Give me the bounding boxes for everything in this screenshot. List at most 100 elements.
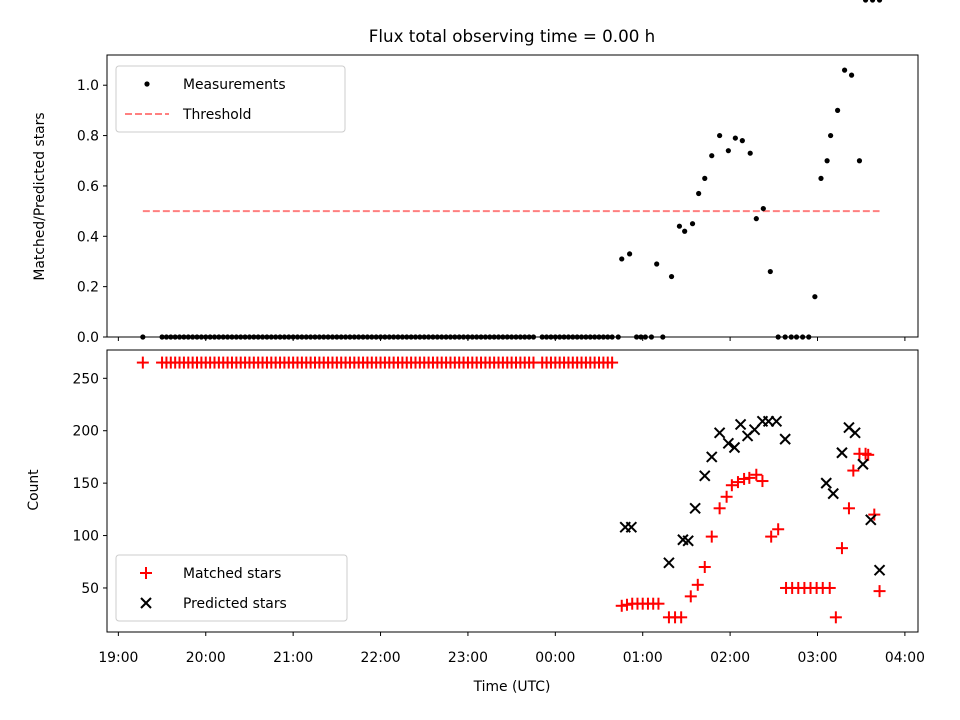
bottom-axes: 50 100 150 200 250 19:00 20:00 21:00 22:00 23:00 0… [72,349,925,666]
top-panel: 0.0 0.2 0.4 0.6 0.8 1.0 Matched/Predicted sta… [32,0,919,346]
matched-star-point [731,476,744,489]
matched-star-point [859,447,872,460]
measurement-point [869,0,876,3]
measurement-point [835,107,841,113]
predicted-star-point [689,502,701,515]
top-y-tick-label: 1.0 [77,78,99,94]
predicted-star-point [820,477,832,489]
measurement-point [696,190,702,197]
measurement-point [812,294,818,300]
matched-star-point [750,468,763,481]
x-tick-label: 03:00 [797,650,837,666]
measurement-point [856,158,863,164]
legend-matched-marker [140,567,152,579]
measurement-point [848,72,855,78]
x-tick-label: 23:00 [448,650,488,666]
x-tick-label: 02:00 [710,650,750,666]
legend-threshold-label: Threshold [182,107,251,123]
matched-star-point [725,479,738,492]
x-axis-label: Time (UTC) [473,679,551,695]
matched-star-point [620,598,633,611]
matched-star-point [652,597,665,610]
matched-star-point [684,590,697,603]
top-y-tick-label: 0.8 [77,129,99,145]
top-y-axis-label: Matched/Predicted stars [32,112,48,280]
legend-predicted-marker [140,597,152,609]
predicted-star-point [849,427,861,439]
predicted-star-point [663,557,675,569]
x-tick-label: 22:00 [361,650,401,666]
x-tick-label: 01:00 [623,650,663,666]
matched-star-point [868,508,881,521]
predicted-star-point [873,564,886,576]
measurement-point [732,135,738,141]
predicted-star-point [699,470,711,482]
top-axes-frame [106,54,919,338]
legend-matched-label: Matched stars [183,566,281,582]
bottom-panel: 50 100 150 200 250 19:00 20:00 21:00 22:00 23:00 0… [26,349,925,695]
measurement-point [818,175,824,181]
top-y-tick-label: 0.0 [77,330,99,346]
x-tick-label: 04:00 [885,650,925,666]
measurement-point [676,223,683,229]
measurement-point [709,153,715,159]
predicted-star-point [827,487,839,500]
top-y-tick-label: 0.2 [77,280,99,296]
matched-star-point [873,585,886,598]
predicted-star-point [865,514,877,526]
bottom-y-tick-label: 150 [72,476,99,492]
measurement-point [828,132,834,139]
legend-measurements-label: Measurements [183,77,286,93]
matched-star-point [606,356,619,369]
matched-star-point [691,578,704,591]
matched-star-point [675,611,688,624]
top-y-tick-label: 0.4 [77,229,99,245]
measurement-point [668,273,675,280]
measurement-point [862,0,869,3]
top-axes: 0.0 0.2 0.4 0.6 0.8 1.0 [77,54,919,346]
measurement-point [753,216,759,222]
measurement-point [702,175,708,181]
measurement-point [725,148,731,154]
bottom-y-tick-label: 200 [72,424,99,440]
predicted-star-point [722,437,735,450]
predicted-star-point [682,535,694,547]
matched-star-point [713,502,726,515]
matched-star-point [835,542,848,555]
matched-star-point [743,471,756,484]
predicted-star-point [836,447,848,459]
chart-title: Flux total observing time = 0.00 h [369,26,655,46]
measurement-point [747,150,753,156]
predicted-star-point [713,427,726,439]
x-tick-label: 00:00 [535,650,575,666]
matched-star-point [862,448,875,461]
measurement-point [824,158,830,164]
matched-star-point [705,530,718,543]
measurement-point [876,0,883,3]
top-y-tick-label: 0.6 [77,179,99,195]
legend-measurements-marker [144,81,150,87]
bottom-y-tick-label: 100 [72,529,99,545]
measurement-point [760,205,766,212]
x-tick-label: 21:00 [273,650,313,666]
bottom-y-tick-label: 50 [81,581,99,597]
predicted-star-point [734,418,747,431]
top-legend: Measurements Threshold [115,65,346,133]
measurement-point [717,132,723,139]
bottom-legend: Matched stars Predicted stars [115,554,348,622]
bottom-legend-box [115,554,348,622]
matched-star-point [756,475,769,488]
predicted-star-point [770,415,783,427]
matched-star-point [847,464,860,477]
x-tick-label: 19:00 [98,650,138,666]
bottom-y-axis-label: Count [26,469,42,511]
measurement-point [841,67,848,73]
matched-star-point [720,490,733,503]
matched-star-point [842,502,855,515]
predicted-star-point [706,451,718,463]
matched-star-point [823,581,836,594]
measurement-point [767,268,773,275]
matched-star-point [829,611,842,624]
measurement-point [682,228,688,234]
